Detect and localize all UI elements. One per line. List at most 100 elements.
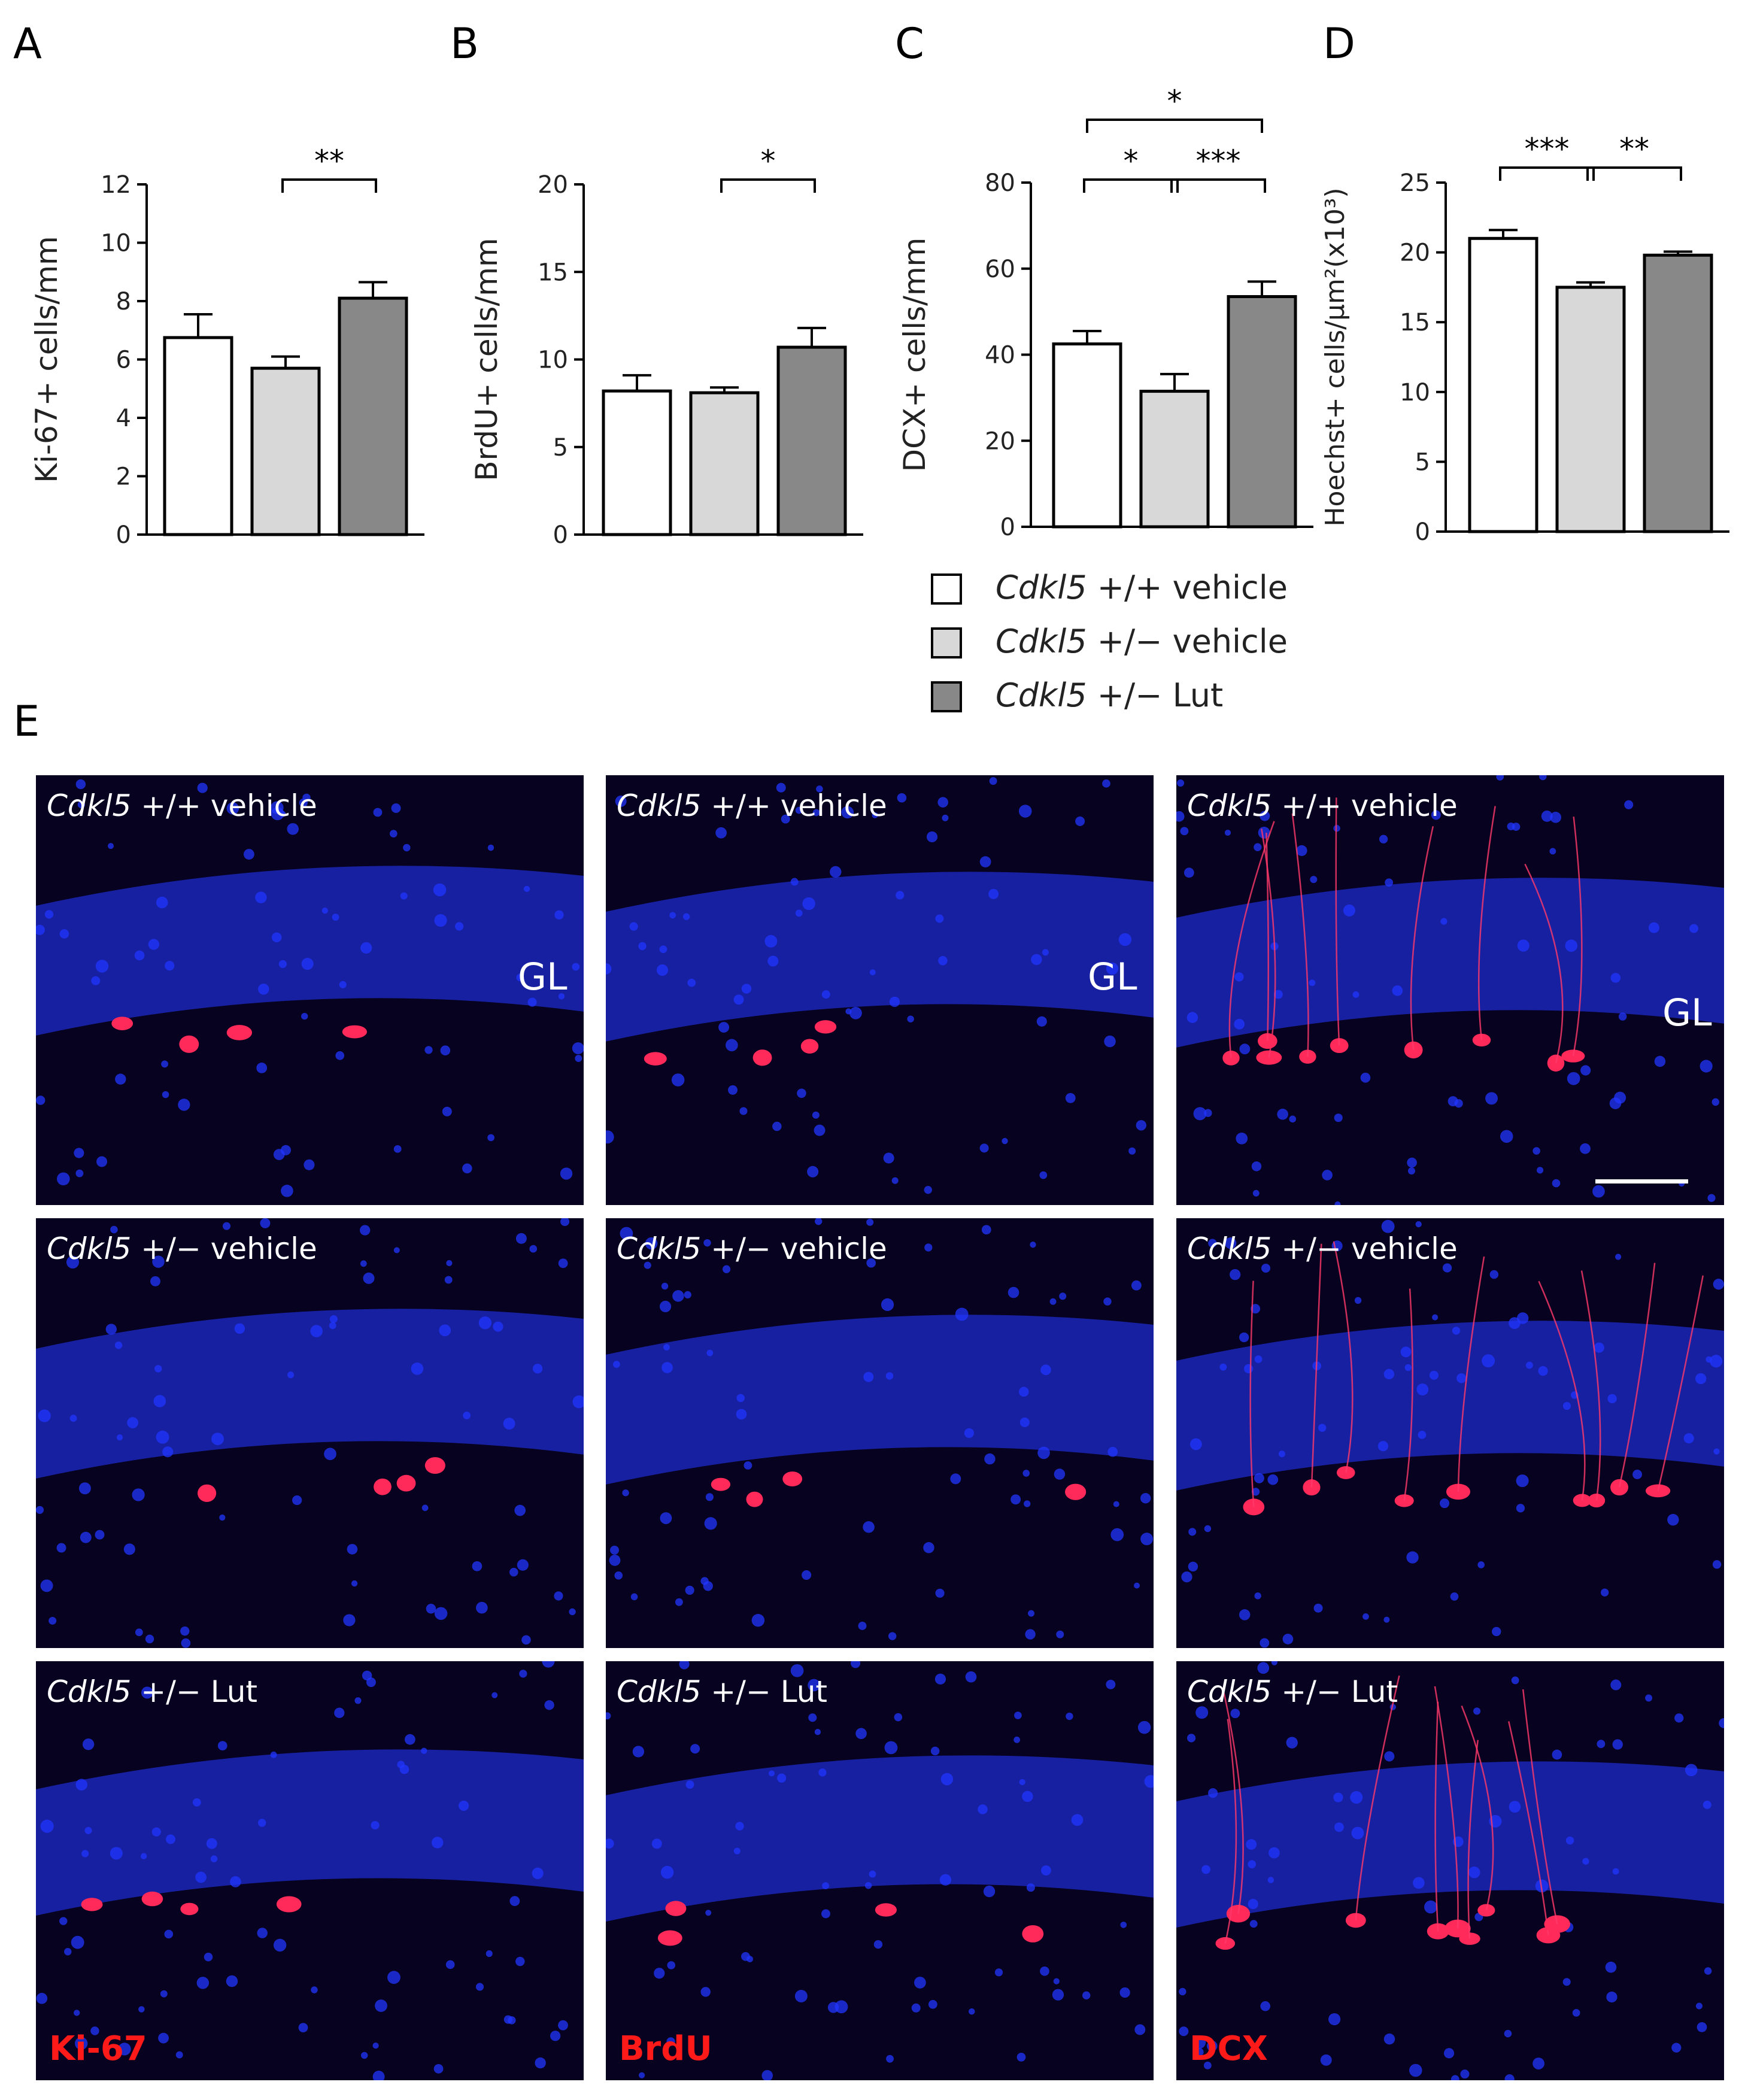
bar (1139, 390, 1210, 529)
nucleus (1632, 1470, 1642, 1479)
nucleus (1492, 1626, 1501, 1637)
nucleus (1024, 1500, 1031, 1507)
nucleus (1400, 1346, 1412, 1358)
nucleus (1552, 1749, 1562, 1760)
nucleus (1310, 876, 1318, 884)
nucleus (532, 1867, 544, 1879)
nucleus (542, 1661, 555, 1668)
labeled-cell (1588, 1494, 1606, 1508)
nucleus (95, 960, 109, 973)
nucleus (1711, 1098, 1720, 1106)
nucleus (1533, 1147, 1540, 1155)
nucleus (426, 1604, 436, 1614)
nucleus (1415, 1221, 1422, 1228)
nucleus (715, 827, 727, 839)
nucleus (1362, 1613, 1369, 1620)
nucleus (935, 914, 944, 923)
nucleus (795, 909, 803, 917)
nucleus (343, 1614, 356, 1626)
nucleus (1248, 1860, 1257, 1868)
nucleus (1442, 1263, 1452, 1273)
dendrite (1618, 1263, 1656, 1488)
nucleus (226, 802, 239, 815)
nucleus (75, 779, 86, 790)
bar (1555, 286, 1626, 533)
nucleus (1536, 1167, 1544, 1174)
nucleus (463, 1412, 471, 1419)
nucleus (1186, 1012, 1198, 1024)
nucleus (310, 1325, 323, 1337)
nucleus (814, 1124, 826, 1136)
nucleus (301, 958, 314, 970)
nucleus (404, 1734, 415, 1745)
dendrite (1572, 817, 1583, 1057)
nucleus (1450, 1592, 1459, 1601)
nucleus (180, 1626, 190, 1636)
nucleus (872, 812, 878, 818)
nucleus (1251, 1488, 1260, 1496)
nucleus (661, 1282, 669, 1290)
labeled-cell (1573, 1494, 1592, 1507)
nucleus (366, 1677, 376, 1688)
granule-layer (1176, 878, 1724, 1048)
nucleus (1014, 1711, 1022, 1719)
nucleus (150, 1276, 160, 1286)
nucleus (1201, 1865, 1210, 1874)
nucleus (165, 1834, 176, 1844)
nucleus (558, 1258, 568, 1269)
nucleus (529, 1245, 538, 1253)
nucleus (814, 1729, 821, 1735)
nucleus (519, 1670, 527, 1678)
y-tick-label: 20 (1400, 239, 1430, 267)
nucleus (360, 1260, 367, 1267)
nucleus (255, 891, 267, 903)
nucleus (1594, 1342, 1604, 1353)
nucleus (311, 1986, 318, 1993)
nucleus (914, 1977, 926, 1989)
y-tick-label: 10 (538, 347, 568, 374)
nucleus (1404, 1364, 1412, 1371)
nucleus (335, 1051, 345, 1060)
nucleus (178, 1098, 190, 1111)
dendrite (1228, 821, 1275, 1058)
nucleus (741, 1952, 750, 1961)
nucleus (614, 1571, 623, 1580)
nucleus (517, 1559, 529, 1571)
micrograph-image (36, 775, 584, 1205)
nucleus (572, 1395, 584, 1409)
nucleus (80, 1531, 92, 1543)
nucleus (1597, 1740, 1606, 1749)
nucleus (609, 1555, 621, 1566)
nucleus (1190, 1438, 1202, 1450)
nucleus (816, 785, 823, 793)
nucleus (926, 831, 938, 843)
nucleus (781, 814, 790, 824)
nucleus (75, 1779, 88, 1791)
nucleus (432, 1837, 444, 1849)
nucleus (938, 956, 948, 966)
nucleus (397, 1761, 405, 1768)
nucleus (1452, 1327, 1461, 1335)
nucleus (1418, 1431, 1427, 1439)
dendrite (1461, 1706, 1494, 1911)
nucleus (1685, 1764, 1698, 1777)
nucleus (1381, 1219, 1395, 1233)
nucleus (1407, 1167, 1415, 1175)
nucleus (40, 1579, 53, 1592)
nucleus (733, 994, 744, 1005)
labeled-cell (81, 1898, 103, 1911)
nucleus (1683, 1433, 1694, 1444)
nucleus (815, 1218, 823, 1225)
nucleus (161, 1060, 169, 1068)
nucleus (210, 1855, 218, 1862)
nucleus (75, 2037, 88, 2050)
nucleus (907, 1015, 914, 1022)
bar (338, 296, 408, 536)
nucleus (1022, 1470, 1030, 1477)
nucleus (270, 1751, 277, 1758)
nucleus (1328, 2013, 1341, 2026)
nucleus (1137, 1720, 1151, 1734)
labeled-cell (1610, 1479, 1629, 1496)
nucleus (91, 976, 101, 985)
nucleus (1610, 973, 1621, 983)
